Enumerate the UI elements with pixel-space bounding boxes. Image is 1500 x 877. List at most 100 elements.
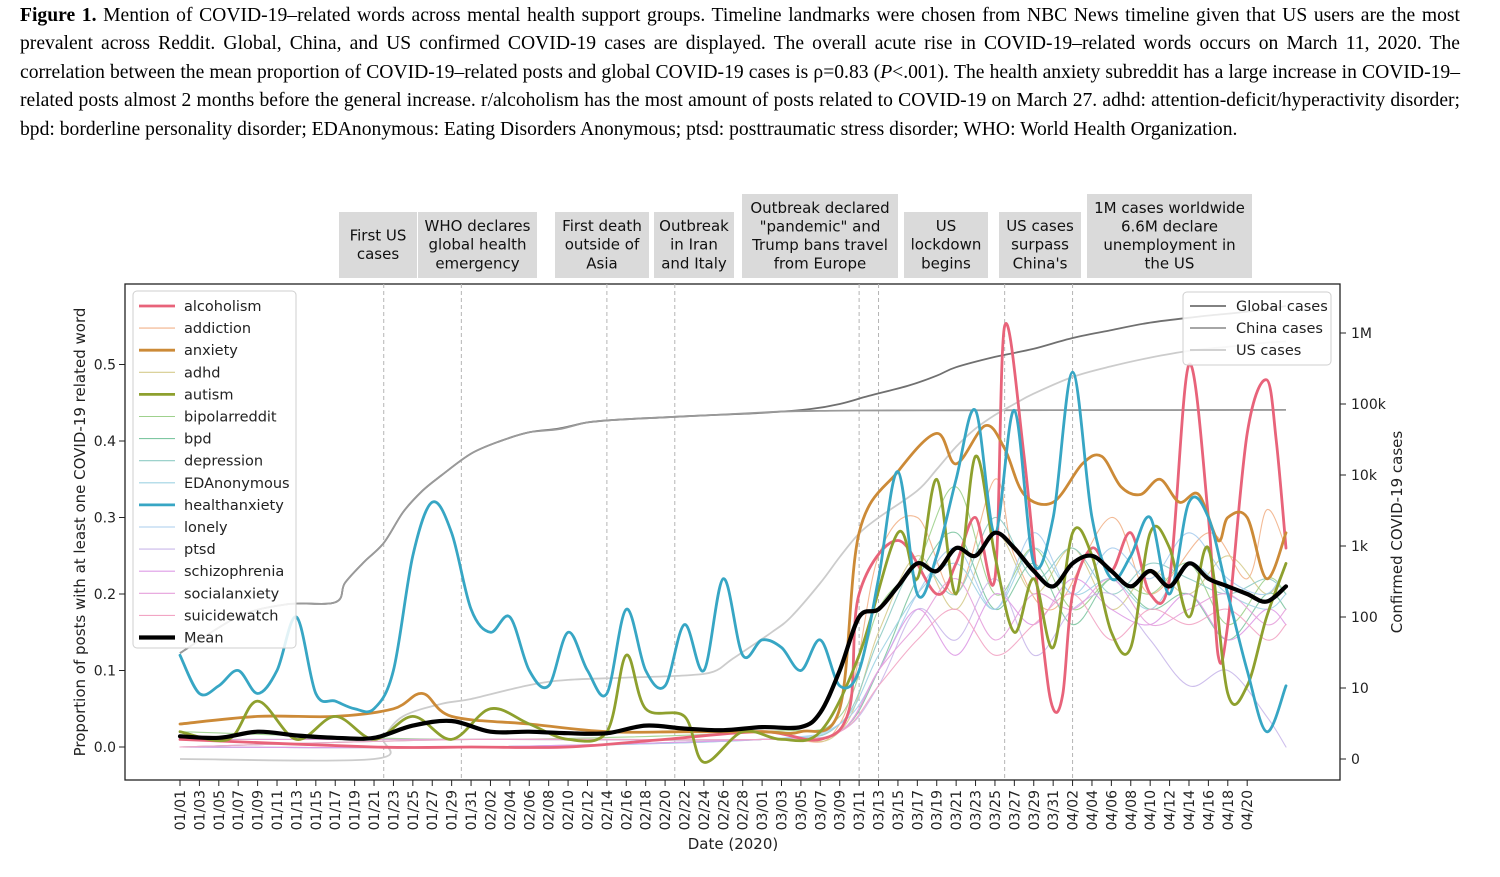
series-line-mean (177, 530, 1289, 741)
x-axis-label: Date (2020) (688, 835, 779, 853)
legend-label: schizophrenia (184, 564, 284, 580)
event-label: First US (350, 226, 407, 244)
x-tick-label: 02/06 (522, 790, 538, 830)
event-label: Trump bans travel (751, 236, 888, 254)
x-tick-label: 01/17 (328, 790, 344, 830)
legend-item: depression (139, 454, 263, 470)
x-tick-label: 02/22 (677, 790, 693, 830)
event-label: 1M cases worldwide (1094, 199, 1245, 217)
event-label: "pandemic" and (760, 217, 881, 235)
legend-item: autism (139, 387, 233, 403)
x-tick-label: 02/02 (483, 790, 499, 830)
legend-item: alcoholism (139, 299, 262, 315)
x-tick-label: 03/01 (755, 790, 771, 830)
legend-item: Mean (139, 631, 224, 647)
event-box-bg (742, 194, 898, 278)
x-tick-label: 01/25 (406, 790, 422, 830)
legend-right-box (1182, 291, 1332, 366)
event-label: Outbreak (659, 217, 729, 235)
legend-label: depression (184, 454, 263, 470)
legend-label: suicidewatch (184, 608, 279, 624)
x-tick-label: 02/28 (736, 790, 752, 830)
x-tick-label: 01/07 (231, 790, 247, 830)
series-line-suicidewatch (179, 593, 1287, 748)
event-box-bg (339, 212, 417, 278)
x-tick-label: 01/05 (212, 790, 228, 830)
x-tick-label: 04/06 (1104, 790, 1120, 830)
legend-label: autism (184, 387, 233, 403)
plot-area (124, 283, 1341, 781)
event-label: unemployment in (1103, 236, 1235, 254)
legend-item: addiction (139, 321, 251, 337)
event-label: from Europe (774, 255, 866, 273)
event-label: outside of (565, 236, 640, 254)
series-line-us-cases (179, 340, 1287, 762)
x-tick-label: 04/18 (1221, 790, 1237, 830)
x-tick-label: 02/16 (619, 790, 635, 830)
series-line-china-cases (179, 409, 1287, 654)
legend-item: anxiety (139, 343, 238, 359)
x-tick-label: 03/29 (1027, 790, 1043, 830)
legend-right: Global cases China cases US cases (1182, 291, 1332, 366)
legend-item: suicidewatch (139, 608, 279, 624)
x-tick-label: 03/31 (1046, 790, 1062, 830)
event-label: US cases (1006, 217, 1074, 235)
x-tick-label: 03/23 (969, 790, 985, 830)
legend-item: ptsd (139, 542, 216, 558)
x-tick-label: 02/14 (600, 790, 616, 830)
series-line-anxiety (178, 424, 1288, 735)
x-tick-label: 04/08 (1124, 790, 1140, 830)
x-tick-label: 04/04 (1085, 790, 1101, 830)
y2-tick-label: 100 (1351, 610, 1378, 626)
event-box-bg (654, 212, 734, 278)
event-box-bg (555, 212, 649, 278)
legends: alcoholism addiction anxiety adhd autism bipo… (132, 290, 1332, 649)
event-label: China's (1013, 254, 1068, 272)
x-tick-label: 03/13 (872, 790, 888, 830)
y-tick-label: 0.1 (94, 664, 116, 680)
subreddit-series (177, 322, 1289, 764)
x-tick-label: 01/01 (173, 790, 189, 830)
x-tick-label: 02/08 (542, 790, 558, 830)
x-tick-label: 03/17 (910, 790, 926, 830)
legend-label: EDAnonymous (184, 476, 290, 492)
legend-left-box (132, 290, 297, 649)
y2-tick-label: 10k (1351, 468, 1378, 484)
x-tick-label: 01/21 (367, 790, 383, 830)
legend-left: alcoholism addiction anxiety adhd autism bipo… (132, 290, 297, 649)
x-tick-label: 01/09 (251, 790, 267, 830)
caption-text-b: <.001). The health anxiety subreddit has… (20, 61, 1460, 140)
x-tick-label: 03/21 (949, 790, 965, 830)
event-label: US (936, 217, 957, 235)
x-tick-label: 03/25 (988, 790, 1004, 830)
caption-text-a: Mention of COVID-19–related words across… (20, 5, 1460, 83)
event-label: 6.6M declare (1121, 217, 1218, 235)
event-label: lockdown (911, 236, 982, 254)
event-label: emergency (435, 254, 519, 272)
legend-label: addiction (184, 321, 251, 337)
x-tick-label: 04/10 (1143, 790, 1159, 830)
legend-label: anxiety (184, 343, 238, 359)
legend-label: US cases (1236, 343, 1301, 359)
event-label: begins (921, 254, 971, 272)
event-label: and Italy (661, 254, 727, 272)
legend-label: bpd (184, 432, 212, 448)
legend-item: US cases (1190, 343, 1301, 359)
y2-axis-label: Confirmed COVID-19 cases (1388, 431, 1406, 634)
x-tick-label: 03/09 (833, 790, 849, 830)
event-label: in Iran (670, 236, 718, 254)
legend-item: adhd (139, 365, 220, 381)
legend-label: adhd (184, 365, 220, 381)
x-tick-label: 02/12 (580, 790, 596, 830)
legend-label: ptsd (184, 542, 216, 558)
event-label: WHO declares (425, 217, 531, 235)
x-tick-label: 04/14 (1182, 790, 1198, 830)
axes: 0.0 0.1 0.2 0.3 0.4 0.5 0 10 100 1k 10k 100k 1M 01/01… (94, 326, 1387, 830)
y2-tick-label: 1k (1351, 539, 1369, 555)
y2-tick-label: 1M (1351, 326, 1372, 342)
x-tick-label: 02/26 (716, 790, 732, 830)
